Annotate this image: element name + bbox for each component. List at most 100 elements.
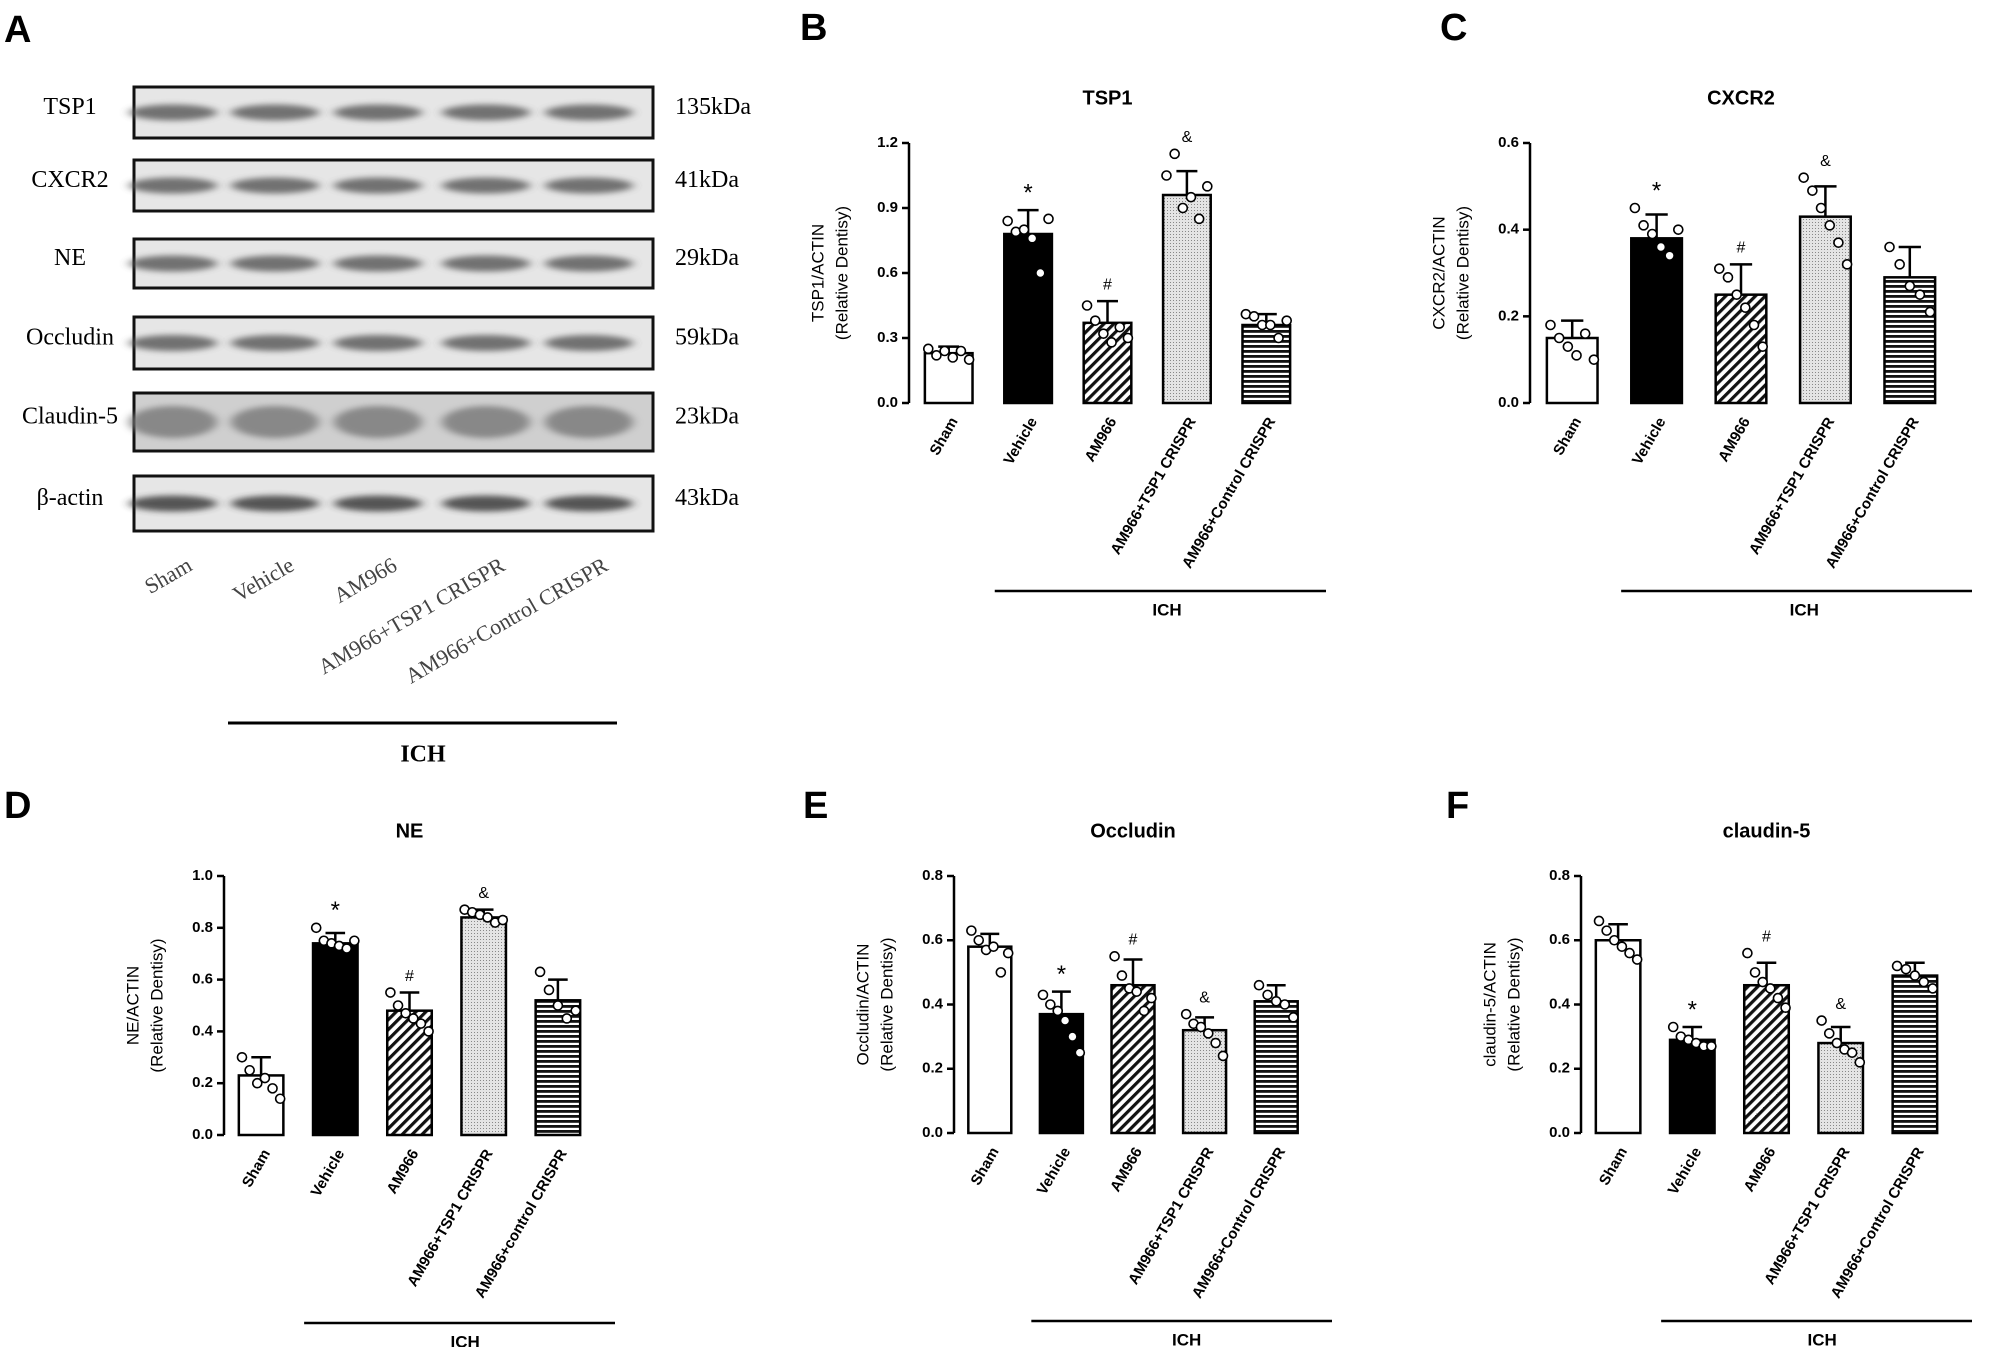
panel-label: A (4, 9, 31, 51)
data-point (1035, 267, 1046, 279)
data-point (1202, 1028, 1214, 1039)
data-point (1900, 963, 1912, 975)
data-point (1824, 220, 1836, 231)
data-point (482, 912, 493, 923)
data-point (1018, 224, 1030, 235)
bar (534, 999, 582, 1137)
y-tick-label: 0.2 (192, 1074, 213, 1091)
data-point (1195, 1021, 1207, 1033)
data-point (1646, 228, 1658, 240)
significance-mark: * (1057, 961, 1066, 988)
bar-chart: D NE NE/ACTIN (Relative Dentisy) 0.0 0.2 0.4 0.… (4, 785, 615, 1347)
y-tick-label: 0.8 (192, 919, 213, 936)
blot-band (129, 104, 217, 121)
y-axis-label: (Relative Dentisy) (147, 938, 166, 1072)
y-tick-label: 1.2 (877, 134, 898, 151)
bar (967, 945, 1013, 1135)
x-tick-label: AM966 (1081, 414, 1120, 464)
x-tick-label: AM966 (1107, 1144, 1146, 1194)
data-point (1807, 185, 1818, 196)
data-point (1667, 1021, 1679, 1033)
data-point (1772, 992, 1784, 1004)
x-tick-label: Sham (1550, 414, 1585, 458)
blot-band (334, 255, 422, 272)
protein-label: β-actin (37, 485, 104, 511)
significance-mark: * (1023, 180, 1032, 207)
data-point (1217, 1050, 1229, 1062)
panel-label: B (800, 7, 827, 49)
data-point (1780, 1002, 1791, 1014)
y-tick-label: 0.4 (1498, 221, 1520, 238)
significance-mark: & (1182, 129, 1193, 146)
x-tick-label: AM966 (1740, 1144, 1779, 1194)
x-tick-label: Sham (926, 414, 961, 458)
y-tick-label: 0.6 (192, 971, 213, 988)
blot-band (231, 104, 319, 121)
x-tick-label: AM966 (1715, 414, 1754, 464)
data-point (1664, 250, 1675, 261)
panel-label: F (1446, 785, 1469, 827)
y-tick-label: 0.9 (877, 199, 898, 216)
data-point (415, 1018, 427, 1029)
x-tick-label: AM966+Control CRISPR (1179, 414, 1279, 571)
data-point (1270, 995, 1282, 1007)
bar (1668, 1038, 1716, 1135)
data-point (1731, 289, 1742, 300)
group-label: ICH (400, 742, 446, 768)
data-point (1713, 263, 1725, 274)
y-tick-label: 0.4 (1549, 995, 1571, 1012)
data-point (1846, 1047, 1858, 1058)
data-point (1673, 224, 1684, 235)
x-tick-label: Sham (239, 1146, 274, 1190)
data-point (349, 935, 360, 947)
kda-label: 43kDa (675, 485, 739, 511)
x-tick-label: Vehicle (308, 1146, 349, 1199)
group-label: ICH (1808, 1330, 1837, 1347)
significance-mark: # (1737, 240, 1746, 257)
data-point (1253, 979, 1265, 991)
protein-label: Occludin (26, 325, 114, 351)
data-point (1831, 1037, 1843, 1049)
protein-label: CXCR2 (31, 167, 108, 193)
data-point (1655, 241, 1667, 253)
data-point (1593, 915, 1605, 927)
x-tick-label: Vehicle (1629, 414, 1670, 467)
y-axis-label: (Relative Dentisy) (832, 206, 851, 340)
blot-band (129, 255, 217, 272)
x-tick-label: AM966 (383, 1146, 422, 1196)
data-point (400, 1007, 411, 1019)
data-point (244, 1064, 255, 1076)
data-point (1180, 1008, 1192, 1020)
data-point (1273, 332, 1284, 344)
y-tick-label: 0.0 (922, 1124, 943, 1141)
data-point (931, 350, 942, 361)
data-point (1924, 306, 1936, 318)
y-tick-label: 0.0 (877, 394, 898, 411)
data-point (1562, 341, 1574, 352)
data-point (1131, 986, 1142, 997)
data-point (1909, 970, 1921, 981)
data-point (1248, 311, 1260, 322)
significance-mark: # (1762, 928, 1771, 945)
data-point (341, 943, 353, 954)
data-point (1816, 1015, 1827, 1026)
bar (1181, 1028, 1228, 1135)
group-label: ICH (1790, 600, 1819, 619)
lane-label: Sham (140, 552, 196, 599)
protein-label: Claudin-5 (22, 404, 118, 430)
data-point (1037, 989, 1049, 1001)
data-point (408, 1013, 419, 1024)
data-point (1579, 328, 1591, 339)
x-tick-label: AM966+TSP1 CRISPR (1746, 414, 1839, 557)
data-point (1742, 947, 1753, 959)
bar (1883, 276, 1937, 405)
y-axis-label: TSP1/ACTIN (808, 224, 827, 322)
data-point (1026, 233, 1038, 244)
data-point (1169, 148, 1180, 160)
data-point (392, 1000, 404, 1011)
data-point (1545, 319, 1556, 331)
y-tick-label: 0.6 (1498, 134, 1519, 151)
data-point (955, 345, 967, 357)
data-point (1106, 337, 1117, 348)
western-blot: A TSP1 135kDa CXCR2 41kDa NE 29kDa Occludin 59kD… (4, 9, 751, 767)
